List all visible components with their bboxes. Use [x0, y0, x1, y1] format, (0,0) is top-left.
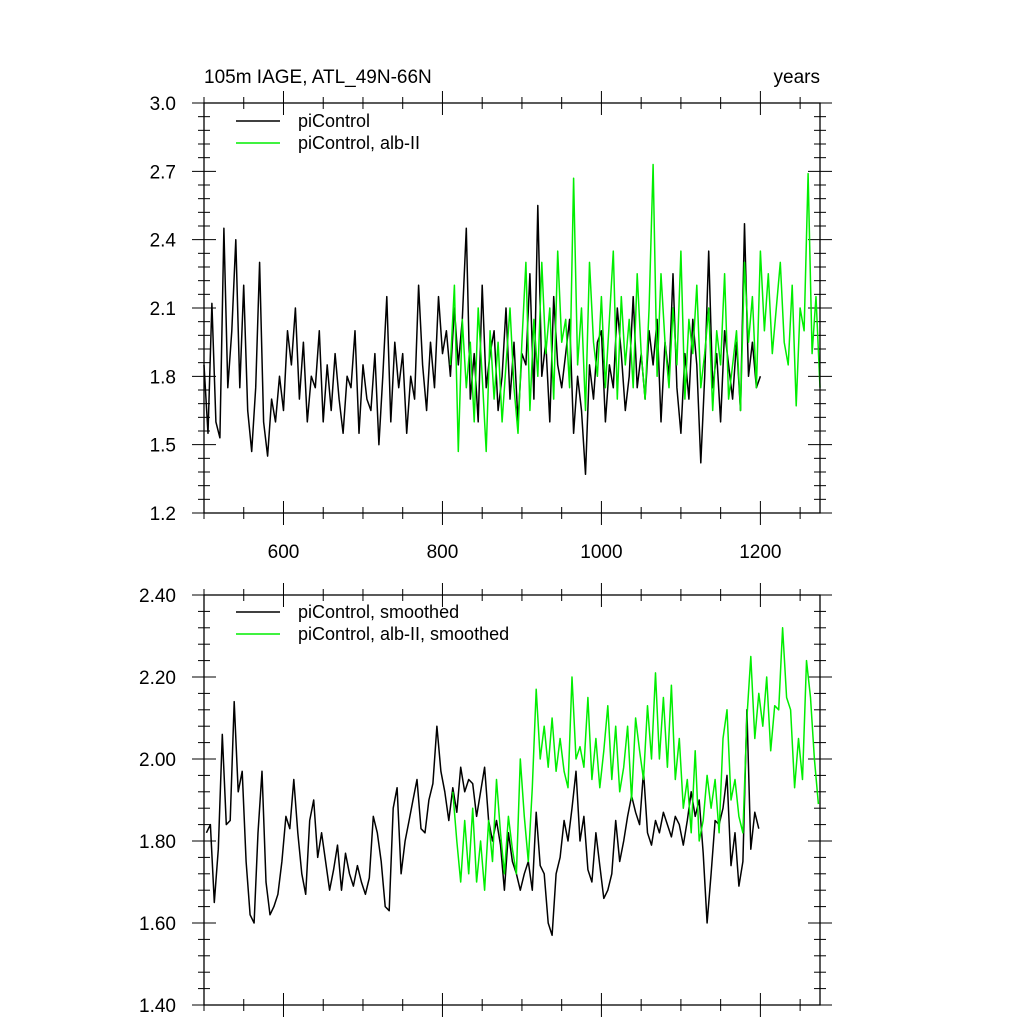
top-panel-series — [203, 163, 821, 476]
top-x-tick-label: 600 — [268, 542, 300, 563]
top-panel-title: 105m IAGE, ATL_49N-66N — [204, 67, 432, 88]
top-y-tick-label: 2.7 — [150, 162, 176, 183]
bottom-y-tick-label: 2.40 — [139, 586, 176, 607]
top-panel: 105m IAGE, ATL_49N-66N years 1.2 1.5 1.8 2.… — [150, 67, 832, 563]
top-panel-ticks: 1.2 1.5 1.8 2.1 2.4 2.7 3.0 600 800 1000 1200 — [150, 91, 832, 563]
top-y-tick-label: 1.2 — [150, 504, 176, 525]
bottom-panel-ticks: 1.40 1.60 1.80 2.00 2.20 2.40 — [139, 583, 832, 1017]
bottom-series-line-1 — [452, 627, 820, 891]
top-y-tick-label: 1.5 — [150, 436, 176, 457]
top-x-tick-label: 1200 — [739, 542, 781, 563]
top-panel-frame — [203, 102, 821, 514]
bottom-legend-label-0: piControl, smoothed — [298, 602, 459, 622]
top-y-tick-label: 2.4 — [150, 231, 177, 252]
bottom-y-tick-label: 1.80 — [139, 832, 176, 853]
bottom-y-tick-label: 1.60 — [139, 914, 176, 935]
bottom-y-tick-label: 1.40 — [139, 996, 176, 1017]
top-x-tick-label: 800 — [427, 542, 459, 563]
top-legend-label-1: piControl, alb-II — [298, 133, 420, 153]
bottom-y-tick-label: 2.20 — [139, 668, 176, 689]
top-y-tick-label: 2.1 — [150, 299, 176, 320]
top-series-line-1 — [449, 163, 821, 453]
top-legend-label-0: piControl — [298, 111, 370, 131]
bottom-y-tick-label: 2.00 — [139, 750, 176, 771]
bottom-panel-frame — [203, 594, 821, 1006]
bottom-legend-label-1: piControl, alb-II, smoothed — [298, 624, 509, 644]
bottom-panel: 1.40 1.60 1.80 2.00 2.20 2.40 piControl, smoo… — [139, 583, 832, 1017]
top-y-tick-label: 1.8 — [150, 367, 176, 388]
bottom-panel-series — [205, 627, 820, 937]
bottom-series-line-0 — [205, 700, 760, 937]
top-x-tick-label: 1000 — [580, 542, 622, 563]
top-y-tick-label: 3.0 — [150, 94, 176, 115]
top-series-line-0 — [203, 204, 762, 476]
top-panel-units-label: years — [774, 67, 820, 88]
